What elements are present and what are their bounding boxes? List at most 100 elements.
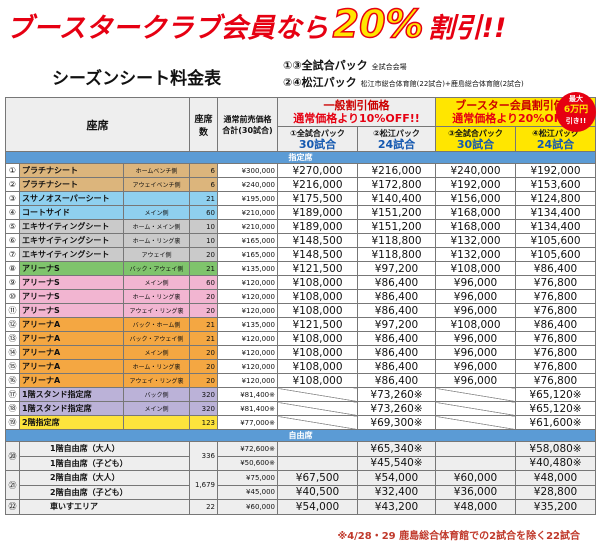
legend-item: ②④松江パック 松江市総合体育館(22試合)+鹿島総合体育館(2試合) [283, 75, 524, 92]
price: ¥76,800 [515, 345, 596, 360]
price: ¥108,000 [277, 303, 358, 318]
empty-cell [435, 401, 516, 416]
legend-name: 全試合パック [301, 59, 368, 72]
price: ¥72,600※ [217, 441, 278, 457]
group-title: ブースター会員割引価格 [455, 98, 576, 112]
seat-count: 20 [189, 247, 218, 262]
row-no: ⑫ [5, 317, 20, 332]
header-normal: 通常前売価格合計(30試合) [217, 97, 278, 152]
seat-count: 10 [189, 219, 218, 234]
price: ¥86,400 [357, 373, 436, 388]
seat-count: 20 [189, 289, 218, 304]
price: ¥60,000 [435, 470, 516, 486]
seat-sub: ホーム・リング裏 [123, 233, 190, 248]
seat-row: ㉑ 2階自由席（大人） 1,679 ¥75,000 ¥67,500 ¥54,000 ¥60,… [5, 470, 596, 500]
seat-name: エキサイティングシート [19, 233, 124, 248]
price: ¥73,260※ [357, 387, 436, 402]
seat-sub: メイン側 [123, 205, 190, 220]
price: ¥86,400 [515, 261, 596, 276]
seat-name: アリーナA [19, 317, 124, 332]
seat-name: 車いすエリア [19, 499, 190, 515]
price: ¥189,000 [277, 205, 358, 220]
header-seats: 座席数 [189, 97, 218, 152]
seat-row: ⑥ エキサイティングシート ホーム・リング裏 10 ¥165,000 ¥148,500 ¥1… [5, 233, 596, 248]
seat-row: ③ スサノオスーパーシート 21 ¥195,000 ¥175,500 ¥140,400 ¥1… [5, 191, 596, 206]
seat-sub: バック・ホーム側 [123, 317, 190, 332]
price: ¥86,400 [357, 275, 436, 290]
seat-row: ⑰ 1階スタンド指定席 バック側 320 ¥81,400※ ¥73,260※ ¥65,120… [5, 387, 596, 402]
price: ¥210,000 [217, 205, 278, 220]
price: ¥300,000 [217, 163, 278, 178]
seat-sub: アウェイベンチ側 [123, 177, 190, 192]
price: ¥97,200 [357, 317, 436, 332]
row-no: ⑨ [5, 275, 20, 290]
seat-row: ⑫ アリーナA バック・ホーム側 21 ¥135,000 ¥121,500 ¥97,200 ¥… [5, 317, 596, 332]
price: ¥168,000 [435, 219, 516, 234]
price: ¥120,000 [217, 303, 278, 318]
footer-note: ※4/28・29 鹿島総合体育館での2試合を除く22試合 [337, 531, 580, 542]
price: ¥120,000 [217, 373, 278, 388]
price: ¥118,800 [357, 233, 436, 248]
header-pack: ③全試合パック 30試合 [435, 126, 516, 152]
price: ¥135,000 [217, 317, 278, 332]
seat-sub: バック・アウェイ側 [123, 261, 190, 276]
seat-sub: バック側 [123, 387, 190, 402]
price: ¥189,000 [277, 219, 358, 234]
price: ¥172,800 [357, 177, 436, 192]
price: ¥96,000 [435, 303, 516, 318]
seat-count: 1,679 [189, 470, 218, 500]
seat-sub: ホームベンチ側 [123, 163, 190, 178]
price: ¥73,260※ [357, 401, 436, 416]
price: ¥120,000 [217, 359, 278, 374]
empty-cell [277, 415, 358, 430]
seat-row: ⑨ アリーナS メイン側 60 ¥120,000 ¥108,000 ¥86,400 ¥96,0… [5, 275, 596, 290]
seat-name: プラチナシート [19, 163, 124, 178]
group-off-text: 通常価格より20%OFF!! [452, 111, 579, 125]
empty-cell [277, 455, 358, 471]
price: ¥192,000 [515, 163, 596, 178]
price: ¥151,200 [357, 219, 436, 234]
row-no: ② [5, 177, 20, 192]
section-row: 指定席 [5, 151, 596, 164]
group-title: 一般割引価格 [323, 98, 390, 112]
price: ¥76,800 [515, 359, 596, 374]
seat-row: ⑭ アリーナA メイン側 20 ¥120,000 ¥108,000 ¥86,400 ¥96,0… [5, 345, 596, 360]
price: ¥77,000※ [217, 415, 278, 430]
row-no: ⑰ [5, 387, 20, 402]
seat-sub: バック・アウェイ側 [123, 331, 190, 346]
price: ¥58,080※ [515, 441, 596, 457]
seat-name: エキサイティングシート [19, 247, 124, 262]
section-label: 指定席 [5, 151, 596, 164]
legend-no: ①③ [283, 59, 302, 72]
seat-row: ⑲ 2階指定席 123 ¥77,000※ ¥69,300※ ¥61,600※ [5, 415, 596, 430]
seat-name: コートサイド [19, 205, 124, 220]
price: ¥165,000 [217, 233, 278, 248]
group-off: 通常価格より20%OFF!! [438, 112, 593, 126]
price: ¥32,400 [357, 484, 436, 500]
legend-note: 全試合会場 [371, 63, 407, 71]
seat-count: 320 [189, 401, 218, 416]
price: ¥76,800 [515, 373, 596, 388]
price: ¥96,000 [435, 345, 516, 360]
price: ¥195,000 [217, 191, 278, 206]
seat-row: ⑩ アリーナS ホーム・リング裏 20 ¥120,000 ¥108,000 ¥86,400 ¥… [5, 289, 596, 304]
price: ¥40,480※ [515, 455, 596, 471]
price: ¥134,400 [515, 205, 596, 220]
seat-name: アリーナA [19, 345, 124, 360]
price: ¥86,400 [357, 303, 436, 318]
price: ¥76,800 [515, 303, 596, 318]
row-no: ⑧ [5, 261, 20, 276]
price: ¥140,400 [357, 191, 436, 206]
seat-name: スサノオスーパーシート [19, 191, 124, 206]
price: ¥96,000 [435, 373, 516, 388]
seat-row: ⑬ アリーナA バック・アウェイ側 21 ¥120,000 ¥108,000 ¥86,400… [5, 331, 596, 346]
seat-count: 21 [189, 261, 218, 276]
seat-count: 336 [189, 441, 218, 471]
badge: 最大 6万円 引き!! [556, 92, 596, 132]
seat-count: 20 [189, 303, 218, 318]
seat-count: 20 [189, 373, 218, 388]
seat-sub: ホーム・リング裏 [123, 289, 190, 304]
subtitle: シーズンシート料金表 [52, 69, 222, 89]
row-no: ⑲ [5, 415, 20, 430]
